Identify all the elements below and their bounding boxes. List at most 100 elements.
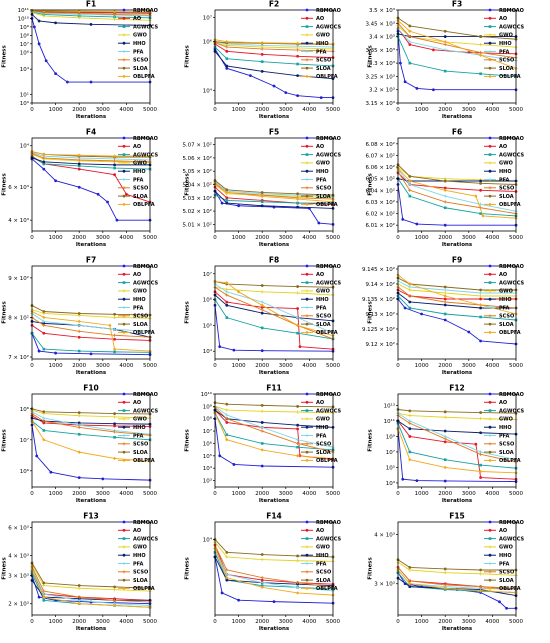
data-point-sloa [479, 568, 482, 572]
legend-marker [305, 586, 309, 591]
series-ao [213, 290, 335, 351]
data-point-agwocs [77, 433, 81, 436]
y-tick-label: 9 × 10² [8, 275, 29, 282]
legend-entry-pfa: PFA [484, 49, 510, 55]
legend-marker [122, 144, 126, 148]
legend-marker [122, 153, 126, 156]
panel-title: F6 [452, 128, 462, 137]
y-tick-label: 10⁴ [203, 536, 213, 543]
legend-entry-rbmoao: RBMOAO [118, 520, 158, 526]
data-point-oblpfa [42, 9, 46, 13]
x-tick-label: 0 [396, 235, 400, 241]
series-line-rbmoao [31, 158, 150, 221]
x-tick-label: 4000 [485, 363, 499, 369]
legend: RBMOAO AO AGWOCS GWO HHO PFA SCSO SLOA OBLPFA [301, 392, 342, 464]
legend-entry-sloa: SLOA [484, 578, 514, 584]
data-point-hho [225, 64, 229, 68]
legend-label: OBLPFA [316, 74, 338, 80]
data-point-gwo [77, 414, 81, 418]
convergence-chart-f3: F3 0 1000 2000 3000 4000 5000 3.15 × 10³ 3.2 × 1… [365, 0, 524, 120]
y-tick-label: 10⁸ [20, 32, 30, 39]
legend-entry-rbmoao: RBMOAO [301, 392, 341, 398]
y-axis-label: Fitness [185, 557, 191, 580]
legend-label: AO [133, 144, 141, 150]
legend-marker [122, 537, 126, 540]
data-point-pfa [443, 288, 447, 292]
legend-entry-oblpfa: OBLPFA [484, 202, 521, 208]
legend-entry-hho: HHO [484, 425, 512, 431]
data-point-pfa [42, 416, 46, 420]
data-point-gwo [260, 290, 264, 294]
plot-area-frame [397, 137, 517, 232]
legend-marker [122, 305, 126, 310]
panel-title: F8 [269, 256, 279, 265]
data-point-scso [408, 421, 412, 425]
legend-entry-sloa: SLOA [118, 66, 148, 72]
data-point-scso [408, 579, 412, 583]
legend-label: GWO [316, 33, 330, 39]
convergence-chart-f11: F11 0 1000 2000 3000 4000 5000 10³ 10⁴ 10⁵ 10⁶ 10⁷ 1… [185, 384, 342, 505]
y-axis-label: Fitness [185, 301, 191, 324]
legend-entry-agwocs: AGWOCS [484, 280, 525, 286]
convergence-panel-f1: F1 0 1000 2000 3000 4000 5000 10⁰ 10¹ 10⁴ 10⁶ 10⁷ 10… [0, 0, 182, 128]
legend-entry-gwo: GWO [484, 545, 513, 551]
data-point-rbmoao [42, 167, 46, 171]
series-rbmoao [396, 297, 518, 346]
y-tick-label: 10⁹ [203, 403, 212, 410]
legend-entry-sloa: SLOA [301, 578, 331, 584]
legend-label: HHO [499, 169, 512, 175]
convergence-panel-f5: F5 0 1000 2000 3000 4000 5000 5.01 × 10² 5.02 × … [182, 128, 365, 256]
series-line-ao [214, 291, 334, 350]
legend-label: RBMOAO [133, 392, 158, 398]
data-point-sloa [113, 412, 116, 415]
data-point-hho [408, 300, 412, 304]
legend-entry-ao: AO [484, 272, 507, 278]
data-point-sloa [479, 35, 482, 38]
legend-marker [488, 322, 492, 326]
data-point-rbmoao [37, 349, 41, 353]
panel-title: F12 [449, 384, 465, 393]
legend-marker [122, 74, 126, 79]
legend-entry-gwo: GWO [118, 161, 147, 167]
y-axis-label: Fitness [2, 173, 8, 196]
x-tick-label: 5000 [143, 619, 157, 625]
data-point-sloa [42, 581, 46, 585]
data-point-sloa [408, 409, 412, 413]
data-point-oblpfa [225, 281, 229, 285]
convergence-panel-f9: F9 0 1000 2000 3000 4000 5000 9.12 × 10² 9.125 ×… [362, 256, 548, 384]
data-point-rbmoao [218, 454, 222, 458]
plot-area-frame [214, 521, 334, 616]
data-point-rbmoao [467, 330, 471, 334]
x-tick-label: 0 [213, 235, 217, 241]
data-point-scso [113, 430, 117, 434]
legend-label: SLOA [133, 194, 148, 200]
legend-entry-ao: AO [118, 144, 141, 150]
series-line-rbmoao [31, 18, 150, 83]
legend-entry-scso: SCSO [484, 442, 514, 448]
y-tick-label: 7 × 10² [8, 354, 29, 361]
y-tick-label: 10⁶ [20, 49, 30, 56]
data-point-rbmoao [272, 600, 276, 604]
data-point-scso [225, 568, 229, 572]
y-tick-label: 10⁷ [203, 14, 212, 21]
data-point-pfa [77, 598, 81, 602]
data-point-agwocs [296, 331, 299, 335]
x-tick-label: 1000 [232, 235, 246, 241]
legend-label: HHO [499, 297, 512, 303]
legend-label: AO [133, 400, 141, 406]
data-point-oblpfa [260, 194, 264, 199]
convergence-chart-f2: F2 0 1000 2000 3000 4000 5000 10⁴ 10⁶ 10⁷ Iteratio… [185, 0, 342, 120]
data-point-agwocs [296, 62, 299, 66]
legend-label: HHO [316, 425, 329, 431]
y-axis-label: Fitness [368, 301, 374, 324]
x-tick-label: 5000 [143, 235, 157, 241]
convergence-chart-f10: F10 0 1000 2000 3000 4000 5000 10⁶ 10⁷ 10⁸ Iterati… [2, 384, 159, 505]
legend-label: AO [316, 16, 324, 22]
data-point-sloa [77, 584, 81, 587]
data-point-scso [42, 323, 46, 327]
legend-entry-ao: AO [484, 16, 507, 22]
y-tick-label: 6.06 × 10² [365, 164, 395, 171]
data-point-oblpfa [408, 582, 412, 586]
data-point-rbmoao [220, 201, 224, 205]
